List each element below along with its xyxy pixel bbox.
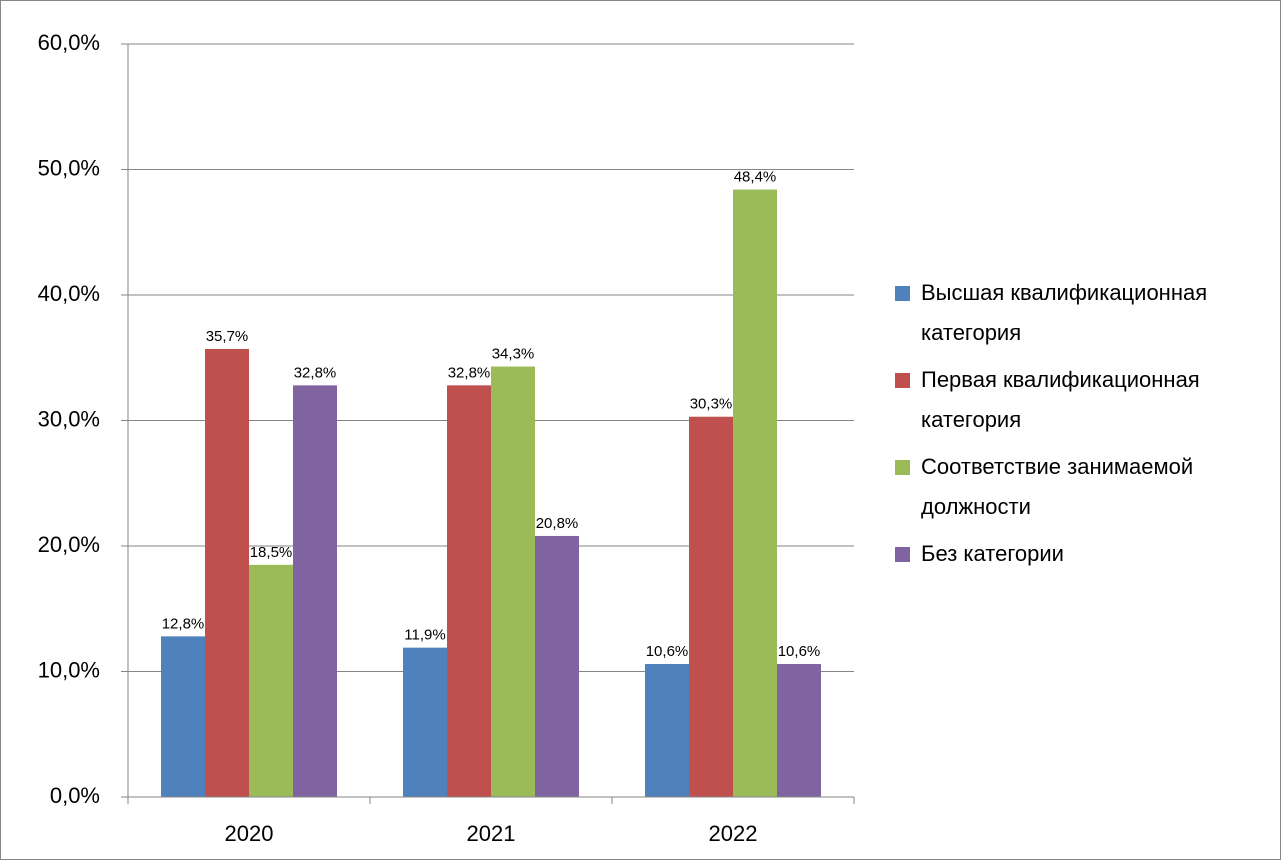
legend-label: Соответствие занимаемой должности: [921, 454, 1194, 519]
legend-item: Без категории: [895, 534, 1275, 574]
data-label: 35,7%: [206, 328, 249, 345]
data-label: 32,8%: [294, 364, 337, 381]
legend-item: Первая квалификационная категория: [895, 360, 1275, 440]
y-tick-label: 60,0%: [38, 30, 100, 55]
bar: [777, 663, 821, 797]
bar: [733, 189, 777, 797]
y-tick-label: 0,0%: [50, 783, 100, 808]
data-label: 20,8%: [536, 515, 579, 532]
legend-label: Высшая квалификационная категория: [921, 280, 1208, 345]
data-label: 34,3%: [492, 346, 535, 363]
data-label: 10,6%: [646, 643, 689, 660]
y-tick-label: 50,0%: [38, 155, 100, 180]
data-label: 18,5%: [250, 544, 293, 561]
bar: [403, 647, 447, 797]
data-label: 11,9%: [404, 627, 445, 644]
legend-label: Первая квалификационная категория: [921, 367, 1200, 432]
legend-swatch: [895, 373, 910, 388]
bar: [491, 366, 535, 797]
data-label: 30,3%: [690, 396, 733, 413]
x-tick-label: 2021: [467, 821, 516, 846]
legend-swatch: [895, 286, 910, 301]
y-tick-label: 30,0%: [38, 406, 100, 431]
y-tick-label: 10,0%: [38, 657, 100, 682]
legend-swatch: [895, 547, 910, 562]
legend: Высшая квалификационная категория Первая …: [895, 273, 1275, 581]
bar: [689, 416, 733, 797]
y-tick-label: 20,0%: [38, 532, 100, 557]
legend-label: Без категории: [921, 541, 1064, 566]
data-label: 10,6%: [778, 643, 821, 660]
legend-item: Высшая квалификационная категория: [895, 273, 1275, 353]
bar: [205, 348, 249, 797]
data-label: 12,8%: [162, 615, 205, 632]
y-tick-label: 40,0%: [38, 281, 100, 306]
bar: [293, 385, 337, 797]
legend-item: Соответствие занимаемой должности: [895, 447, 1275, 527]
legend-swatch: [895, 460, 910, 475]
data-label: 48,4%: [734, 169, 777, 186]
x-tick-label: 2020: [225, 821, 274, 846]
data-label: 32,8%: [448, 364, 491, 381]
bar: [645, 663, 689, 797]
bar: [161, 636, 205, 797]
x-tick-label: 2022: [709, 821, 758, 846]
bar: [535, 535, 579, 797]
bar: [447, 385, 491, 797]
bar: [249, 564, 293, 797]
